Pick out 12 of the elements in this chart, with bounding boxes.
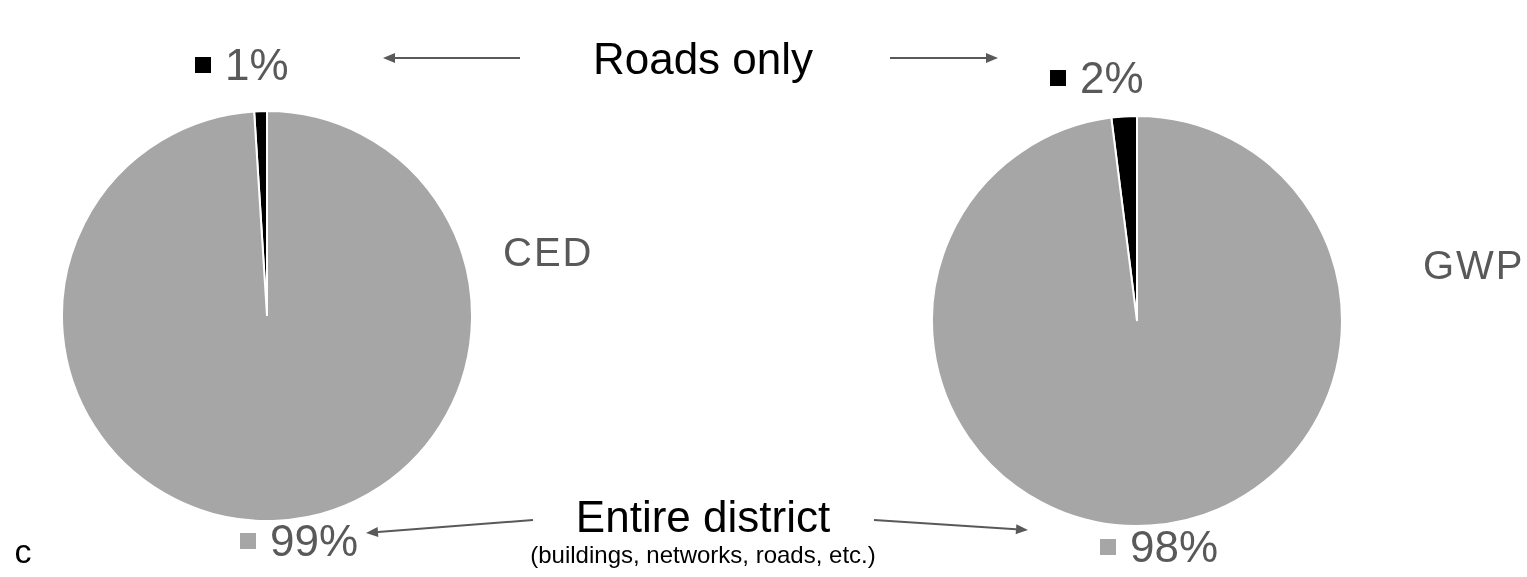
text: c — [13, 532, 33, 571]
data-label: 2% — [1080, 53, 1144, 103]
text: Entire district — [574, 492, 832, 542]
text: Roads only — [591, 34, 815, 84]
pie-slice — [61, 110, 472, 521]
text: CED — [503, 230, 594, 275]
text: (buildings, networks, roads, etc.) — [529, 541, 877, 569]
data-label: 1% — [225, 40, 289, 90]
pie-slice — [931, 115, 1342, 526]
data-label: 98% — [1130, 522, 1219, 572]
text: GWP — [1423, 243, 1525, 288]
data-label: 99% — [270, 516, 359, 566]
